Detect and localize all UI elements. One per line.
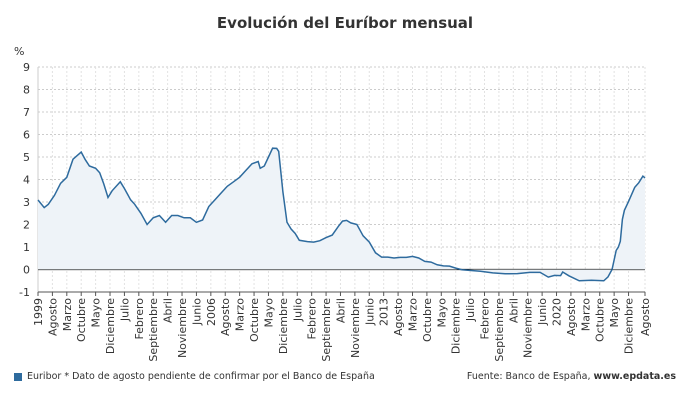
y-tick-label: 7 <box>23 106 30 119</box>
x-tick-label: Julio <box>118 298 131 322</box>
x-tick-label: 2006 <box>205 298 218 326</box>
x-tick-label: Marzo <box>61 298 74 332</box>
y-tick-label: 4 <box>23 174 30 187</box>
x-tick-label: Agosto <box>219 298 232 336</box>
chart-footer: Euribor * Dato de agosto pendiente de co… <box>14 371 676 382</box>
x-tick-label: Diciembre <box>450 298 463 354</box>
x-tick-label: Agosto <box>565 298 578 336</box>
x-tick-label: Julio <box>464 298 477 322</box>
x-tick-label: Mayo <box>90 298 103 328</box>
x-tick-label: Junio <box>190 298 203 326</box>
x-tick-label: Febrero <box>306 298 319 340</box>
y-tick-label: -1 <box>19 286 30 299</box>
x-tick-label: Julio <box>291 298 304 322</box>
x-tick-label: Diciembre <box>104 298 117 354</box>
x-tick-label: Junio <box>363 298 376 326</box>
source-site: www.epdata.es <box>593 371 676 382</box>
y-tick-label: 0 <box>23 264 30 277</box>
x-tick-label: Diciembre <box>623 298 636 354</box>
source-prefix: Fuente: Banco de España, <box>466 371 594 382</box>
x-tick-label: Agosto <box>639 298 652 336</box>
legend: Euribor * Dato de agosto pendiente de co… <box>14 371 375 382</box>
x-tick-label: Septiembre <box>493 298 506 362</box>
x-tick-label: Octubre <box>594 298 607 342</box>
x-tick-label: 2020 <box>551 298 564 326</box>
x-tick-label: Octubre <box>421 298 434 342</box>
y-axis-label: % <box>14 45 24 58</box>
x-tick-label: Abril <box>334 298 347 323</box>
x-tick-label: Diciembre <box>277 298 290 354</box>
legend-swatch <box>14 372 22 381</box>
x-tick-label: Septiembre <box>320 298 333 362</box>
x-tick-label: 2013 <box>378 298 391 326</box>
x-tick-label: Septiembre <box>147 298 160 362</box>
y-tick-label: 8 <box>23 84 30 97</box>
x-tick-label: Agosto <box>46 298 59 336</box>
x-tick-label: Junio <box>536 298 549 326</box>
chart-title: Evolución del Euríbor mensual <box>216 14 474 32</box>
x-tick-label: Noviembre <box>349 298 362 358</box>
series-line-euribor <box>37 147 646 282</box>
x-tick-label: Agosto <box>392 298 405 336</box>
y-tick-label: 2 <box>23 219 30 232</box>
y-tick-label: 3 <box>23 196 30 209</box>
x-tick-label: Abril <box>162 298 175 323</box>
x-tick-label: Noviembre <box>176 298 189 358</box>
x-tick-label: Mayo <box>262 298 275 328</box>
x-tick-label: Noviembre <box>522 298 535 358</box>
y-tick-label: 9 <box>23 61 30 74</box>
x-tick-label: Abril <box>507 298 520 323</box>
y-tick-label: 1 <box>23 241 30 254</box>
source-note: Fuente: Banco de España, www.epdata.es <box>467 371 676 382</box>
x-tick-label: 1999 <box>32 298 45 326</box>
x-tick-label: Mayo <box>608 298 621 328</box>
x-tick-label: Febrero <box>479 298 492 340</box>
x-tick-label: Octubre <box>75 298 88 342</box>
x-tick-label: Febrero <box>133 298 146 340</box>
legend-label: Euribor * Dato de agosto pendiente de co… <box>27 371 375 382</box>
x-tick-label: Mayo <box>435 298 448 328</box>
y-tick-label: 6 <box>23 129 30 142</box>
x-tick-label: Marzo <box>234 298 247 332</box>
x-tick-label: Octubre <box>248 298 261 342</box>
y-tick-label: 5 <box>23 151 30 164</box>
series-area <box>38 148 645 281</box>
x-tick-label: Marzo <box>406 298 419 332</box>
x-tick-label: Marzo <box>579 298 592 332</box>
